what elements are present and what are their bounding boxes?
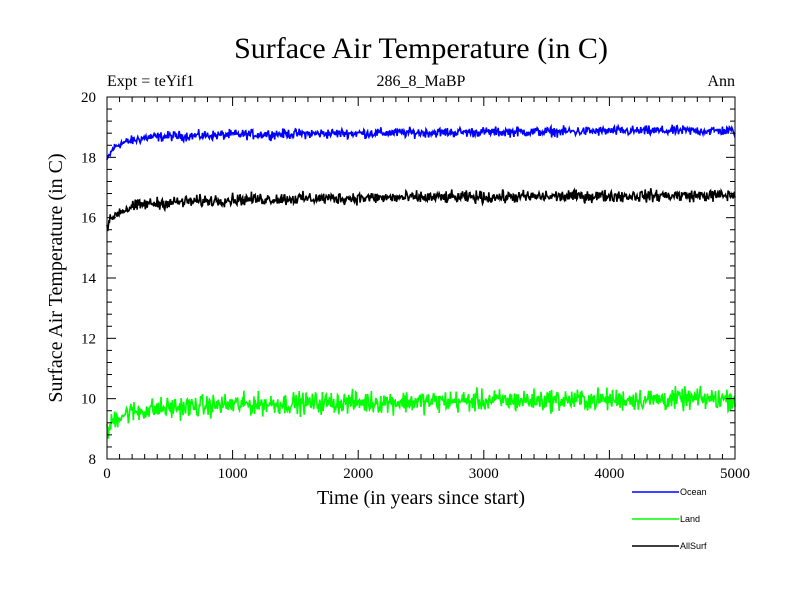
legend-label-ocean: Ocean [680,487,707,497]
plot-frame [106,96,736,460]
subtitle-run: 286_8_MaBP [377,73,466,90]
x-tick-label: 1000 [218,466,248,482]
x-tick-label: 4000 [594,466,624,482]
series-line-land [106,385,736,439]
legend-label-allsurf: AllSurf [680,541,707,551]
legend: Ocean Land AllSurf [632,487,707,551]
x-tick-label: 0 [103,466,111,482]
y-tick-label: 16 [81,211,97,227]
x-axis-label: Time (in years since start) [317,487,525,509]
subtitle-experiment: Expt = teYif1 [107,73,194,90]
y-tick-label: 8 [89,452,97,468]
axis-tick-labels: 0 1000 2000 3000 4000 5000 8 10 12 14 16 18 20 [81,90,750,482]
y-tick-label: 10 [81,392,96,408]
x-tick-label: 3000 [469,466,499,482]
x-tick-label: 2000 [343,466,373,482]
y-axis-label: Surface Air Temperature (in C) [45,153,67,402]
series-line-allsurf [106,187,736,232]
y-tick-label: 18 [81,150,96,166]
chart-title: Surface Air Temperature (in C) [234,32,608,65]
y-tick-label: 12 [81,331,96,347]
y-tick-label: 14 [81,271,97,287]
legend-label-land: Land [680,514,700,524]
y-tick-label: 20 [81,90,96,106]
x-tick-label: 5000 [720,466,750,482]
plot-lines [106,123,736,439]
subtitle-season: Ann [707,73,735,90]
series-line-ocean [106,123,736,161]
